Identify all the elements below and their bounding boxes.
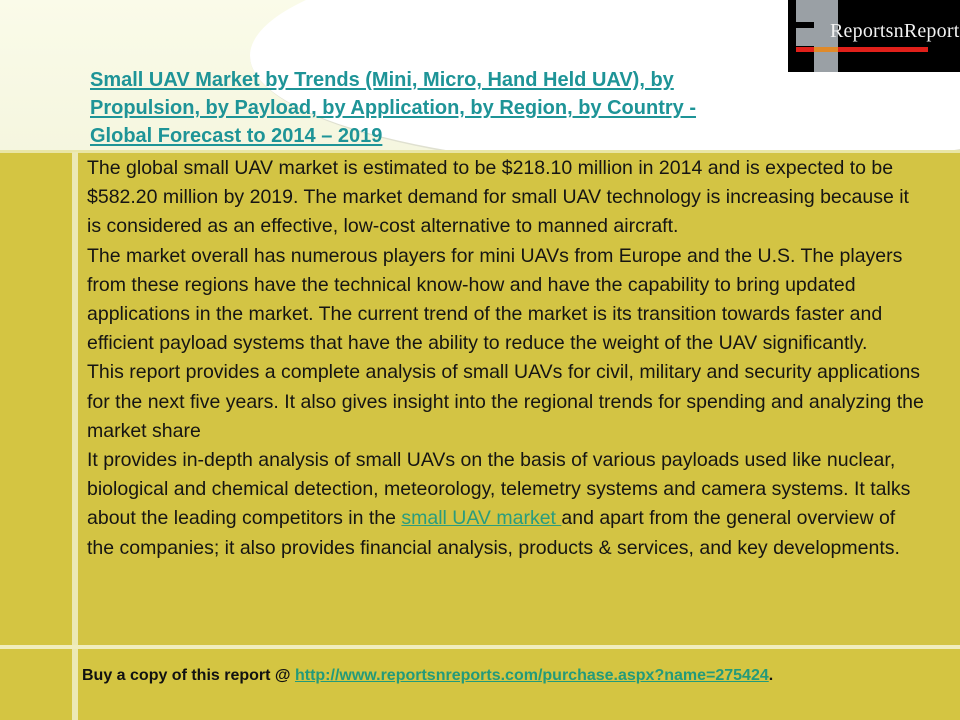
body-panel — [78, 153, 960, 645]
small-uav-market-link[interactable]: small UAV market — [401, 507, 562, 530]
logo-text: ReportsnReports — [830, 20, 960, 42]
logo-square — [814, 0, 838, 72]
divider-left — [72, 152, 78, 720]
divider-top — [0, 150, 960, 153]
logo-square — [796, 28, 814, 46]
footer-label: Buy a copy of this report @ — [82, 667, 295, 684]
logo-red-bar — [796, 47, 928, 52]
paragraph-analysis-text-end: and apart from the general overview of t… — [87, 507, 900, 559]
logo-orange-bar — [814, 47, 838, 52]
footer-suffix: . — [768, 667, 774, 684]
reportsnreports-logo[interactable]: ReportsnReports — [788, 0, 960, 72]
paragraph-report-scope: This report provides a complete analysis… — [87, 361, 924, 442]
divider-bottom — [0, 645, 960, 649]
paragraph-players: The market overall has numerous players … — [87, 244, 903, 355]
body-text: The global small UAV market is estimated… — [87, 154, 927, 563]
report-title-link[interactable]: Small UAV Market by Trends (Mini, Micro,… — [90, 69, 696, 147]
logo-square — [796, 0, 814, 22]
paragraph-analysis: It provides in-depth analysis of small U… — [87, 446, 927, 563]
footer-purchase: Buy a copy of this report @ http://www.r… — [82, 667, 942, 685]
purchase-url-link[interactable]: http://www.reportsnreports.com/purchase.… — [294, 667, 769, 684]
paragraph-market-size: The global small UAV market is estimated… — [87, 157, 909, 238]
paragraph-analysis-text: It provides in-depth analysis of small U… — [87, 449, 911, 530]
